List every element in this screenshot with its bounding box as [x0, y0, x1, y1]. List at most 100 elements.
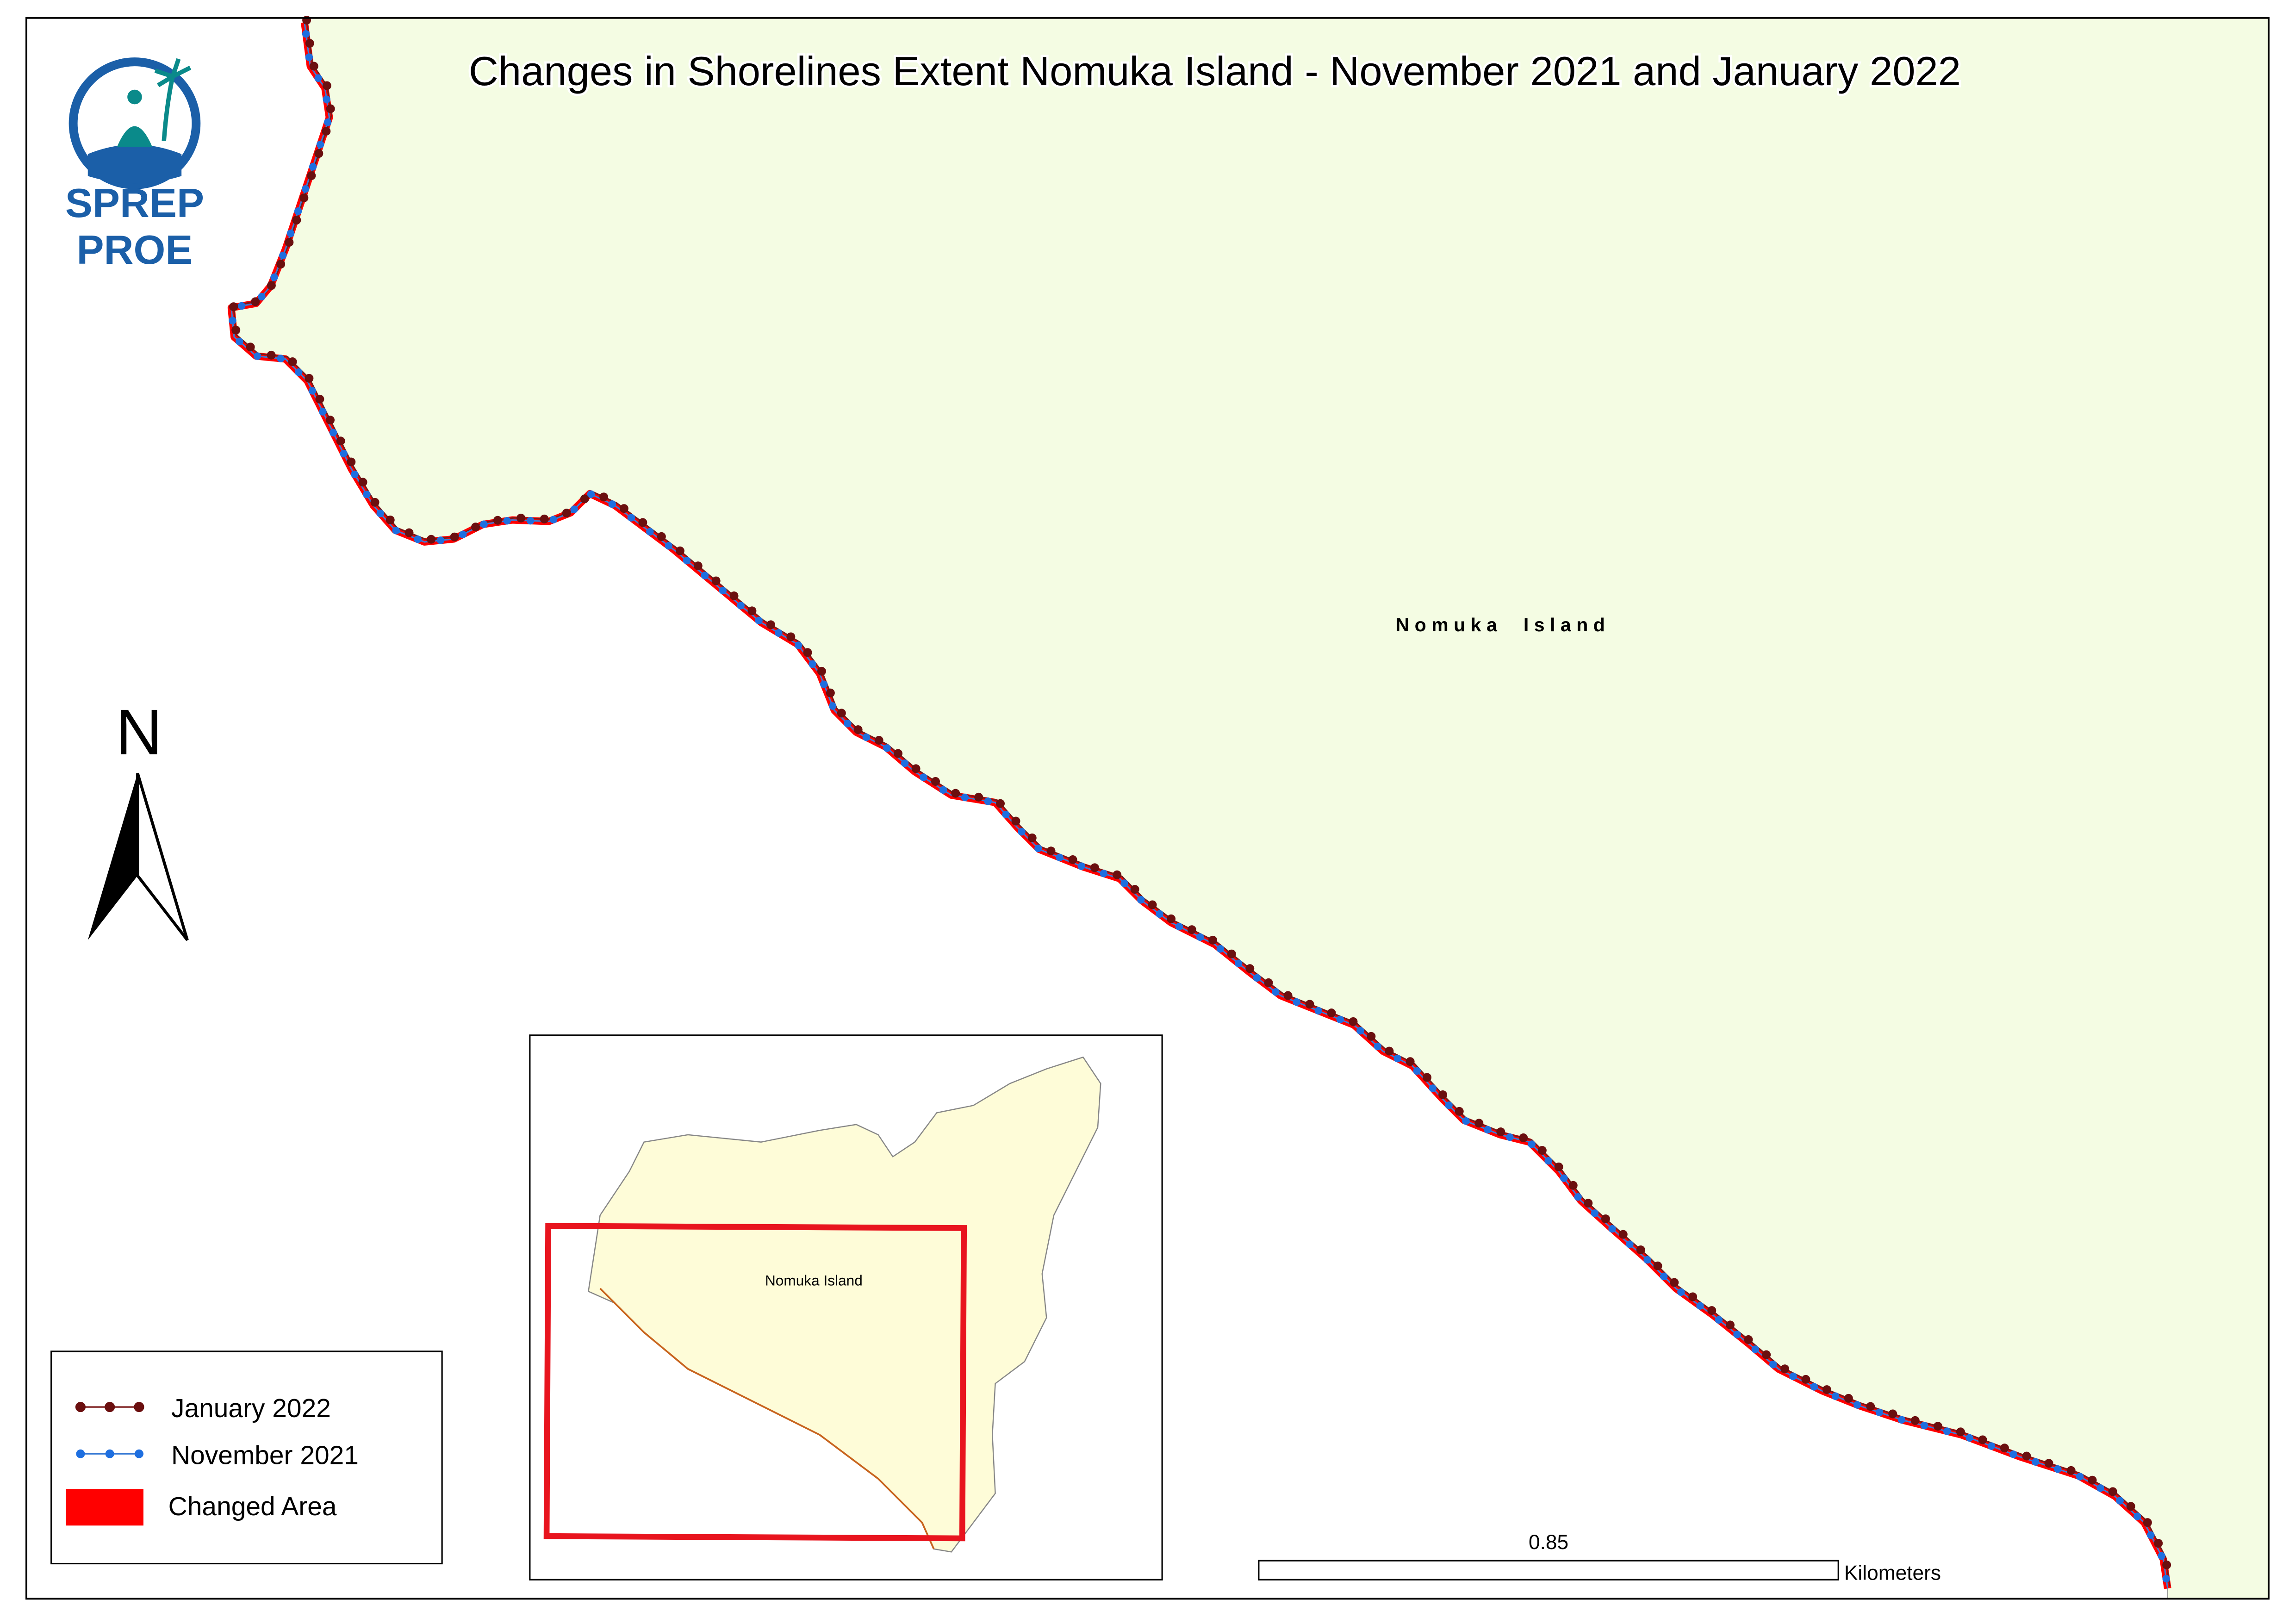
vertex-january-2022	[1653, 1261, 1662, 1270]
vertex-november-2021	[1810, 1383, 1818, 1391]
vertex-january-2022	[1978, 1435, 1987, 1444]
vertex-january-2022	[931, 777, 940, 786]
vertex-november-2021	[459, 530, 467, 538]
vertex-january-2022	[315, 394, 324, 404]
vertex-january-2022	[803, 648, 812, 657]
vertex-january-2022	[347, 457, 356, 467]
logo-ring	[68, 57, 201, 189]
vertex-november-2021	[340, 450, 348, 458]
logo-text: SPREP	[65, 180, 204, 226]
vertex-january-2022	[1227, 949, 1236, 958]
vertex-january-2022	[370, 498, 379, 507]
vertex-january-2022	[1167, 914, 1176, 923]
inset-map: Nomuka Island	[529, 1034, 1163, 1580]
vertex-january-2022	[711, 576, 721, 585]
scale-value: 0.85	[1529, 1531, 1568, 1554]
vertex-november-2021	[646, 528, 654, 536]
vertex-november-2021	[2032, 1458, 2040, 1466]
vertex-january-2022	[307, 171, 316, 180]
vertex-january-2022	[853, 725, 863, 734]
vertex-november-2021	[1943, 1427, 1951, 1435]
vertex-january-2022	[1910, 1416, 1920, 1425]
vertex-november-2021	[2133, 1512, 2141, 1520]
vertex-january-2022	[1618, 1230, 1628, 1239]
vertex-january-2022	[285, 238, 294, 247]
vertex-january-2022	[404, 528, 414, 537]
vertex-november-2021	[2158, 1552, 2165, 1560]
vertex-november-2021	[1356, 1027, 1364, 1035]
logo-palm	[154, 58, 192, 141]
vertex-november-2021	[363, 491, 371, 498]
vertex-january-2022	[276, 260, 286, 269]
vertex-january-2022	[1601, 1214, 1610, 1224]
vertex-january-2022	[874, 736, 883, 745]
vertex-january-2022	[1264, 978, 1273, 987]
vertex-january-2022	[314, 149, 323, 158]
vertex-november-2021	[316, 141, 324, 149]
vertex-november-2021	[775, 629, 783, 637]
vertex-january-2022	[1148, 900, 1157, 909]
vertex-november-2021	[1769, 1361, 1777, 1369]
vertex-january-2022	[305, 39, 314, 48]
vertex-january-2022	[471, 523, 480, 532]
vertex-november-2021	[503, 517, 511, 525]
vertex-november-2021	[270, 273, 278, 281]
vertex-january-2022	[675, 546, 684, 555]
vertex-january-2022	[322, 127, 331, 136]
vertex-november-2021	[1696, 1302, 1704, 1310]
vertex-january-2022	[299, 193, 309, 203]
vertex-january-2022	[1438, 1090, 1448, 1099]
map-title: Changes in Shorelines Extent Nomuka Isla…	[469, 48, 1961, 94]
logo-wave	[87, 144, 182, 184]
vertex-november-2021	[1715, 1316, 1723, 1324]
vertex-january-2022	[599, 492, 609, 502]
vertex-november-2021	[229, 317, 236, 324]
vertex-january-2022	[1245, 964, 1255, 973]
vertex-november-2021	[1751, 1345, 1759, 1353]
vertex-november-2021	[305, 53, 313, 61]
vertex-january-2022	[246, 342, 255, 352]
vertex-january-2022	[817, 666, 826, 676]
north-arrow-left	[87, 773, 138, 940]
vertex-november-2021	[844, 720, 852, 728]
vertex-january-2022	[540, 514, 549, 523]
vertex-january-2022	[1780, 1364, 1790, 1374]
vertex-january-2022	[1208, 935, 1218, 945]
vertex-november-2021	[1253, 974, 1261, 982]
vertex-november-2021	[1574, 1193, 1582, 1201]
vertex-november-2021	[308, 387, 317, 395]
vertex-november-2021	[1506, 1133, 1514, 1141]
vertex-january-2022	[837, 709, 846, 718]
scale-bar-rect	[1258, 1560, 1839, 1580]
vertex-january-2022	[826, 688, 835, 697]
vertex-november-2021	[1100, 870, 1108, 877]
vertex-november-2021	[549, 516, 558, 523]
vertex-november-2021	[1875, 1408, 1884, 1416]
vertex-november-2021	[323, 95, 330, 103]
vertex-november-2021	[1056, 853, 1064, 862]
vertex-january-2022	[1726, 1320, 1735, 1330]
vertex-january-2022	[309, 62, 318, 71]
vertex-january-2022	[1636, 1245, 1645, 1255]
vertex-november-2021	[961, 793, 969, 802]
vertex-january-2022	[267, 281, 276, 290]
vertex-november-2021	[323, 118, 332, 126]
vertex-november-2021	[920, 773, 927, 781]
vertex-november-2021	[1560, 1174, 1568, 1182]
vertex-january-2022	[1744, 1335, 1753, 1344]
vertex-january-2022	[1187, 925, 1196, 934]
vertex-november-2021	[820, 680, 828, 688]
vertex-november-2021	[1314, 1007, 1322, 1015]
vertex-november-2021	[414, 535, 422, 543]
logo-head	[127, 89, 142, 105]
vertex-january-2022	[1406, 1057, 1415, 1066]
vertex-january-2022	[1113, 870, 1122, 879]
inset-extent	[543, 1223, 967, 1542]
vertex-november-2021	[1196, 933, 1204, 941]
legend-swatch	[66, 1489, 143, 1526]
vertex-january-2022	[1888, 1409, 1897, 1419]
vertex-january-2022	[2022, 1451, 2031, 1461]
vertex-november-2021	[1235, 959, 1243, 967]
